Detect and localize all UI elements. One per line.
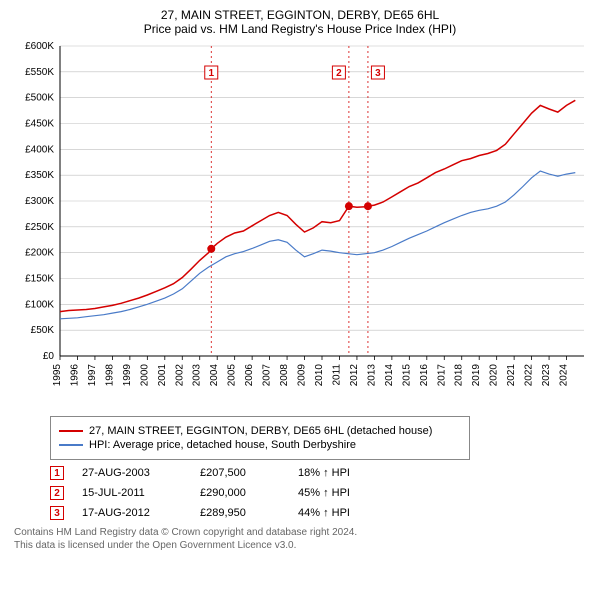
attribution-line: This data is licensed under the Open Gov… xyxy=(14,539,590,552)
svg-text:£450K: £450K xyxy=(25,119,54,130)
attribution: Contains HM Land Registry data © Crown c… xyxy=(14,526,590,552)
chart-title: 27, MAIN STREET, EGGINTON, DERBY, DE65 6… xyxy=(10,8,590,22)
chart-svg: £0 £50K £100K £150K £200K £250K £300K £350K £400… xyxy=(10,40,590,410)
legend: 27, MAIN STREET, EGGINTON, DERBY, DE65 6… xyxy=(50,416,470,460)
svg-text:2009: 2009 xyxy=(297,364,308,387)
svg-text:2012: 2012 xyxy=(349,364,360,387)
sale-price: £289,950 xyxy=(200,507,280,519)
legend-label: 27, MAIN STREET, EGGINTON, DERBY, DE65 6… xyxy=(89,425,432,437)
svg-text:1999: 1999 xyxy=(122,364,133,387)
attribution-line: Contains HM Land Registry data © Crown c… xyxy=(14,526,590,539)
legend-label: HPI: Average price, detached house, Sout… xyxy=(89,439,356,451)
svg-text:2006: 2006 xyxy=(244,364,255,387)
sale-marker-icon: 2 xyxy=(50,486,64,500)
svg-text:2003: 2003 xyxy=(192,364,203,387)
chart-subtitle: Price paid vs. HM Land Registry's House … xyxy=(10,22,590,36)
legend-swatch xyxy=(59,430,83,432)
svg-text:£500K: £500K xyxy=(25,93,54,104)
svg-text:£200K: £200K xyxy=(25,248,54,259)
svg-text:1996: 1996 xyxy=(69,364,80,387)
svg-text:£0: £0 xyxy=(43,351,55,362)
svg-text:1998: 1998 xyxy=(104,364,115,387)
svg-text:2002: 2002 xyxy=(174,364,185,387)
legend-item: HPI: Average price, detached house, Sout… xyxy=(59,439,461,451)
svg-text:2010: 2010 xyxy=(314,364,325,387)
svg-text:2020: 2020 xyxy=(489,364,500,387)
sale-date: 27-AUG-2003 xyxy=(82,467,182,479)
svg-text:£50K: £50K xyxy=(31,325,55,336)
svg-text:£400K: £400K xyxy=(25,144,54,155)
svg-text:2018: 2018 xyxy=(454,364,465,387)
svg-text:£250K: £250K xyxy=(25,222,54,233)
chart-plot: £0 £50K £100K £150K £200K £250K £300K £350K £400… xyxy=(10,40,590,410)
svg-text:2013: 2013 xyxy=(366,364,377,387)
svg-text:1: 1 xyxy=(208,68,214,79)
sale-delta: 45% ↑ HPI xyxy=(298,487,388,499)
sales-table: 1 27-AUG-2003 £207,500 18% ↑ HPI 2 15-JUL-201… xyxy=(50,466,590,520)
svg-text:2021: 2021 xyxy=(506,364,517,387)
svg-text:2024: 2024 xyxy=(559,364,570,387)
svg-text:2000: 2000 xyxy=(139,364,150,387)
svg-text:2014: 2014 xyxy=(384,364,395,387)
svg-text:£550K: £550K xyxy=(25,67,54,78)
legend-swatch xyxy=(59,444,83,446)
sale-date: 17-AUG-2012 xyxy=(82,507,182,519)
svg-text:1995: 1995 xyxy=(52,364,63,387)
svg-text:3: 3 xyxy=(375,68,381,79)
chart-container: 27, MAIN STREET, EGGINTON, DERBY, DE65 6… xyxy=(0,0,600,558)
sale-price: £290,000 xyxy=(200,487,280,499)
svg-text:2023: 2023 xyxy=(541,364,552,387)
svg-text:2001: 2001 xyxy=(157,364,168,387)
svg-text:1997: 1997 xyxy=(87,364,98,387)
svg-text:2022: 2022 xyxy=(524,364,535,387)
svg-text:£350K: £350K xyxy=(25,170,54,181)
svg-text:2004: 2004 xyxy=(209,364,220,387)
sale-marker-icon: 3 xyxy=(50,506,64,520)
svg-text:2007: 2007 xyxy=(262,364,273,387)
title-block: 27, MAIN STREET, EGGINTON, DERBY, DE65 6… xyxy=(10,8,590,36)
svg-text:2005: 2005 xyxy=(227,364,238,387)
sale-delta: 18% ↑ HPI xyxy=(298,467,388,479)
svg-text:£600K: £600K xyxy=(25,41,54,52)
svg-text:2017: 2017 xyxy=(436,364,447,387)
sale-delta: 44% ↑ HPI xyxy=(298,507,388,519)
svg-text:2: 2 xyxy=(336,68,342,79)
sale-row: 1 27-AUG-2003 £207,500 18% ↑ HPI xyxy=(50,466,590,480)
legend-item: 27, MAIN STREET, EGGINTON, DERBY, DE65 6… xyxy=(59,425,461,437)
sale-row: 3 17-AUG-2012 £289,950 44% ↑ HPI xyxy=(50,506,590,520)
svg-text:2008: 2008 xyxy=(279,364,290,387)
svg-text:2015: 2015 xyxy=(401,364,412,387)
svg-text:2011: 2011 xyxy=(331,364,342,386)
svg-text:£300K: £300K xyxy=(25,196,54,207)
svg-text:2016: 2016 xyxy=(419,364,430,387)
svg-text:£150K: £150K xyxy=(25,274,54,285)
sale-marker-icon: 1 xyxy=(50,466,64,480)
sale-row: 2 15-JUL-2011 £290,000 45% ↑ HPI xyxy=(50,486,590,500)
svg-text:2019: 2019 xyxy=(471,364,482,387)
sale-date: 15-JUL-2011 xyxy=(82,487,182,499)
sale-price: £207,500 xyxy=(200,467,280,479)
svg-text:£100K: £100K xyxy=(25,299,54,310)
